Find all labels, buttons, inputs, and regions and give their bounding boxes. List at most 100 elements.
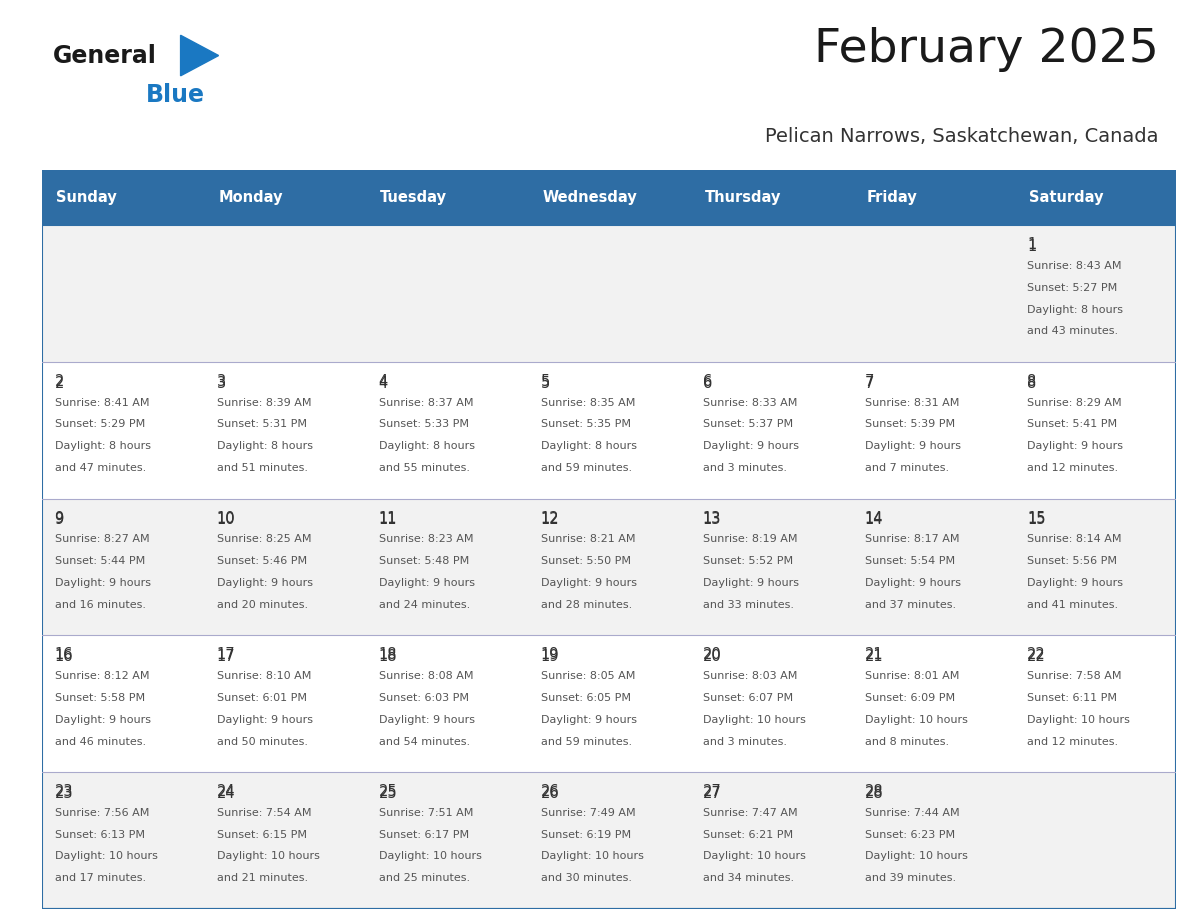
Text: 10: 10	[216, 510, 235, 525]
Text: Sunrise: 8:19 AM: Sunrise: 8:19 AM	[703, 534, 797, 544]
Text: Sunrise: 7:51 AM: Sunrise: 7:51 AM	[379, 808, 473, 818]
Text: 8: 8	[1026, 374, 1036, 389]
Text: Sunset: 6:09 PM: Sunset: 6:09 PM	[865, 693, 955, 703]
Text: and 8 minutes.: and 8 minutes.	[865, 736, 949, 746]
Text: Thursday: Thursday	[704, 190, 781, 205]
Text: Sunrise: 8:27 AM: Sunrise: 8:27 AM	[55, 534, 150, 544]
Text: and 20 minutes.: and 20 minutes.	[216, 599, 308, 610]
Text: Daylight: 9 hours: Daylight: 9 hours	[55, 578, 151, 588]
Text: Daylight: 10 hours: Daylight: 10 hours	[703, 851, 805, 861]
Text: 18: 18	[379, 649, 397, 664]
Text: Sunset: 5:27 PM: Sunset: 5:27 PM	[1026, 283, 1117, 293]
Text: and 28 minutes.: and 28 minutes.	[541, 599, 632, 610]
Text: Sunset: 5:46 PM: Sunset: 5:46 PM	[216, 556, 307, 566]
Text: and 47 minutes.: and 47 minutes.	[55, 464, 146, 473]
Text: 9: 9	[55, 512, 64, 527]
Text: Sunrise: 8:03 AM: Sunrise: 8:03 AM	[703, 671, 797, 681]
Text: Sunrise: 7:58 AM: Sunrise: 7:58 AM	[1026, 671, 1121, 681]
Text: Sunset: 5:44 PM: Sunset: 5:44 PM	[55, 556, 145, 566]
Text: Sunrise: 8:14 AM: Sunrise: 8:14 AM	[1026, 534, 1121, 544]
Text: Sunrise: 7:47 AM: Sunrise: 7:47 AM	[703, 808, 797, 818]
Text: Sunrise: 8:37 AM: Sunrise: 8:37 AM	[379, 397, 473, 408]
Text: and 59 minutes.: and 59 minutes.	[541, 464, 632, 473]
Text: 19: 19	[541, 649, 560, 664]
Text: Sunset: 6:23 PM: Sunset: 6:23 PM	[865, 830, 955, 840]
Text: Pelican Narrows, Saskatchewan, Canada: Pelican Narrows, Saskatchewan, Canada	[765, 127, 1158, 146]
Text: and 43 minutes.: and 43 minutes.	[1026, 327, 1118, 336]
Text: February 2025: February 2025	[814, 27, 1158, 73]
Polygon shape	[181, 35, 219, 76]
Text: Sunrise: 8:41 AM: Sunrise: 8:41 AM	[55, 397, 148, 408]
Text: 14: 14	[865, 512, 884, 527]
Text: Sunrise: 8:01 AM: Sunrise: 8:01 AM	[865, 671, 959, 681]
Text: Daylight: 9 hours: Daylight: 9 hours	[703, 578, 798, 588]
Text: Daylight: 8 hours: Daylight: 8 hours	[55, 442, 151, 452]
Text: 9: 9	[55, 510, 64, 525]
Text: and 7 minutes.: and 7 minutes.	[865, 464, 949, 473]
Text: Sunset: 6:21 PM: Sunset: 6:21 PM	[703, 830, 792, 840]
Text: Wednesday: Wednesday	[543, 190, 637, 205]
Text: 3: 3	[216, 374, 226, 389]
Text: and 3 minutes.: and 3 minutes.	[703, 464, 786, 473]
Text: 4: 4	[379, 375, 388, 391]
Bar	[42, 772, 1176, 909]
Text: 23: 23	[55, 784, 72, 799]
Bar	[42, 170, 1176, 225]
Text: Sunset: 6:03 PM: Sunset: 6:03 PM	[379, 693, 469, 703]
Text: and 41 minutes.: and 41 minutes.	[1026, 599, 1118, 610]
Text: Daylight: 10 hours: Daylight: 10 hours	[55, 851, 158, 861]
Text: Daylight: 9 hours: Daylight: 9 hours	[1026, 578, 1123, 588]
Text: 5: 5	[541, 374, 550, 389]
Text: 28: 28	[865, 784, 884, 799]
Text: and 16 minutes.: and 16 minutes.	[55, 599, 146, 610]
Text: Sunrise: 8:43 AM: Sunrise: 8:43 AM	[1026, 261, 1121, 271]
Text: and 50 minutes.: and 50 minutes.	[216, 736, 308, 746]
Text: Daylight: 9 hours: Daylight: 9 hours	[379, 578, 475, 588]
Text: Daylight: 9 hours: Daylight: 9 hours	[541, 578, 637, 588]
Text: 24: 24	[216, 784, 235, 799]
Text: Sunset: 5:56 PM: Sunset: 5:56 PM	[1026, 556, 1117, 566]
Bar	[42, 362, 1176, 498]
Text: 25: 25	[379, 786, 397, 800]
Text: 23: 23	[55, 786, 72, 800]
Text: 12: 12	[541, 512, 560, 527]
Text: and 30 minutes.: and 30 minutes.	[541, 873, 632, 883]
Text: and 33 minutes.: and 33 minutes.	[703, 599, 794, 610]
Text: and 59 minutes.: and 59 minutes.	[541, 736, 632, 746]
Text: Sunset: 6:13 PM: Sunset: 6:13 PM	[55, 830, 145, 840]
Text: Friday: Friday	[866, 190, 917, 205]
Text: 2: 2	[55, 375, 64, 391]
Text: 6: 6	[703, 375, 712, 391]
Text: 22: 22	[1026, 649, 1045, 664]
Text: 7: 7	[865, 374, 874, 389]
Text: Sunrise: 8:39 AM: Sunrise: 8:39 AM	[216, 397, 311, 408]
Text: General: General	[53, 43, 157, 68]
Text: 16: 16	[55, 649, 72, 664]
Text: and 3 minutes.: and 3 minutes.	[703, 736, 786, 746]
Text: Daylight: 9 hours: Daylight: 9 hours	[541, 715, 637, 724]
Text: 17: 17	[216, 649, 235, 664]
Text: Daylight: 10 hours: Daylight: 10 hours	[216, 851, 320, 861]
Text: 19: 19	[541, 647, 560, 662]
Text: 5: 5	[541, 375, 550, 391]
Text: Sunrise: 8:31 AM: Sunrise: 8:31 AM	[865, 397, 959, 408]
Text: Sunset: 5:50 PM: Sunset: 5:50 PM	[541, 556, 631, 566]
Text: Daylight: 10 hours: Daylight: 10 hours	[1026, 715, 1130, 724]
Text: Daylight: 10 hours: Daylight: 10 hours	[703, 715, 805, 724]
Text: 12: 12	[541, 510, 560, 525]
Text: Sunrise: 8:10 AM: Sunrise: 8:10 AM	[216, 671, 311, 681]
Text: and 17 minutes.: and 17 minutes.	[55, 873, 146, 883]
Text: 8: 8	[1026, 375, 1036, 391]
Text: 17: 17	[216, 647, 235, 662]
Text: 21: 21	[865, 647, 884, 662]
Text: 11: 11	[379, 510, 397, 525]
Text: Daylight: 8 hours: Daylight: 8 hours	[1026, 305, 1123, 315]
Text: Daylight: 8 hours: Daylight: 8 hours	[216, 442, 312, 452]
Text: and 37 minutes.: and 37 minutes.	[865, 599, 956, 610]
Text: Daylight: 9 hours: Daylight: 9 hours	[865, 442, 961, 452]
Text: and 12 minutes.: and 12 minutes.	[1026, 736, 1118, 746]
Text: Daylight: 10 hours: Daylight: 10 hours	[865, 851, 968, 861]
Text: 13: 13	[703, 510, 721, 525]
Text: 18: 18	[379, 647, 397, 662]
Text: Sunrise: 8:17 AM: Sunrise: 8:17 AM	[865, 534, 960, 544]
